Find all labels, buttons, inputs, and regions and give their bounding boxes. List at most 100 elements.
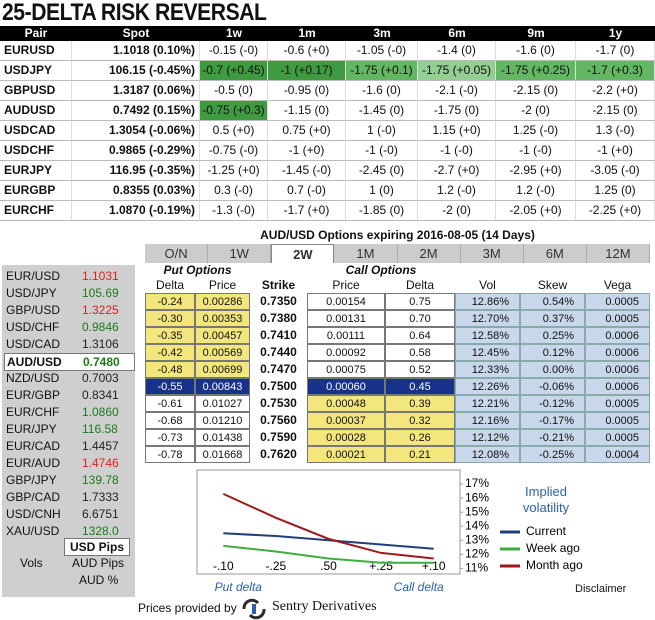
table-cell: 0.7 (-0) bbox=[268, 181, 346, 201]
pair-item[interactable]: GBP/CAD 1.7333 bbox=[4, 489, 133, 505]
option-cell: 12.16% bbox=[455, 412, 520, 429]
pair-item[interactable]: EUR/USD 1.1031 bbox=[4, 268, 133, 284]
option-cell: 0.00111 bbox=[307, 327, 385, 344]
option-cell: 0.75 bbox=[385, 293, 455, 310]
option-cell: -0.30 bbox=[145, 310, 195, 327]
pair-label: AUD/USD bbox=[7, 355, 62, 369]
table-cell: -1.3 (-0) bbox=[200, 201, 268, 221]
pair-item[interactable]: GBP/USD 1.3225 bbox=[4, 302, 133, 318]
pair-price: 0.8341 bbox=[82, 388, 119, 402]
table-cell: -1.75 (+0.25) bbox=[496, 61, 576, 81]
option-cell: 12.86% bbox=[455, 293, 520, 310]
y-tick-label: 16% bbox=[465, 490, 489, 504]
option-cell: 0.7560 bbox=[260, 413, 297, 427]
option-cell: 0.00569 bbox=[195, 344, 250, 361]
table-cell: -1.6 (0) bbox=[496, 41, 576, 61]
table-cell: -1 (+0) bbox=[576, 141, 655, 161]
table-cell: -1.85 (0) bbox=[346, 201, 418, 221]
pair-price: 1.3106 bbox=[82, 337, 119, 351]
table-cell: 1.3187 (0.06%) bbox=[72, 81, 200, 101]
table-cell: -2 (0) bbox=[418, 201, 496, 221]
title: 25-DELTA RISK REVERSAL bbox=[2, 0, 267, 26]
pair-item[interactable]: EUR/JPY 116.58 bbox=[4, 421, 133, 437]
table-cell: -0.75 (-0) bbox=[200, 141, 268, 161]
option-cell: -0.55 bbox=[145, 378, 195, 395]
column-header: Delta bbox=[155, 278, 184, 292]
option-cell: 0.0005 bbox=[585, 429, 650, 446]
pair-label: XAU/USD bbox=[6, 524, 60, 538]
pair-item[interactable]: USD/CAD 1.3106 bbox=[4, 336, 133, 352]
tab[interactable]: 1W bbox=[208, 244, 272, 263]
table-cell: -1.7 (+0.3) bbox=[576, 61, 655, 81]
option-cell: -0.42 bbox=[145, 344, 195, 361]
tab[interactable]: 3M bbox=[461, 244, 524, 263]
option-cell: 0.54% bbox=[520, 293, 585, 310]
option-cell: -0.68 bbox=[145, 412, 195, 429]
option-cell: 0.7470 bbox=[260, 362, 297, 376]
pair-item[interactable]: EUR/CAD 1.4457 bbox=[4, 438, 133, 454]
pair-item[interactable]: GBP/JPY 139.78 bbox=[4, 472, 133, 488]
option-cell: 0.0005 bbox=[585, 412, 650, 429]
option-cell: 0.00092 bbox=[307, 344, 385, 361]
series-line bbox=[223, 544, 434, 564]
unit-option[interactable]: USD Pips bbox=[64, 538, 131, 556]
option-cell: 12.58% bbox=[455, 327, 520, 344]
pair-item[interactable]: EUR/AUD 1.4746 bbox=[4, 455, 133, 471]
option-cell: 0.00028 bbox=[307, 429, 385, 446]
pair-name: USDJPY bbox=[0, 61, 72, 81]
tab[interactable]: 1M bbox=[334, 244, 398, 263]
x-tick-label: -.25 bbox=[266, 559, 287, 573]
pair-price: 1.7333 bbox=[82, 490, 119, 504]
pair-label: NZD/USD bbox=[6, 371, 60, 385]
unit-option[interactable]: AUD % bbox=[79, 573, 119, 587]
option-cell: 0.00843 bbox=[195, 378, 250, 395]
table-cell: 106.15 (-0.45%) bbox=[72, 61, 200, 81]
pair-item[interactable]: EUR/CHF 1.0860 bbox=[4, 404, 133, 420]
option-cell: 12.21% bbox=[455, 395, 520, 412]
pair-item[interactable]: EUR/GBP 0.8341 bbox=[4, 387, 133, 403]
table-cell: -1.75 (+0.05) bbox=[418, 61, 496, 81]
option-cell: 0.00286 bbox=[195, 293, 250, 310]
legend-label: Current bbox=[526, 524, 567, 538]
tab[interactable]: 6M bbox=[524, 244, 587, 263]
pair-item[interactable]: USD/CNH 6.6751 bbox=[4, 506, 133, 522]
tab[interactable]: O/N bbox=[145, 244, 209, 263]
table-cell: -1.15 (0) bbox=[268, 101, 346, 121]
table-cell: 1 (-0) bbox=[346, 121, 418, 141]
unit-option[interactable]: AUD Pips bbox=[72, 556, 125, 570]
option-cell: 0.00154 bbox=[307, 293, 385, 310]
pair-name: EURUSD bbox=[0, 41, 72, 61]
pair-item[interactable]: USD/CHF 0.9846 bbox=[4, 319, 133, 335]
table-cell: -1 (-0) bbox=[418, 141, 496, 161]
option-cell: 0.26 bbox=[385, 429, 455, 446]
table-cell: -1.25 (+0) bbox=[200, 161, 268, 181]
table-cell: -1 (+0) bbox=[268, 141, 346, 161]
table-cell: -1.7 (+0) bbox=[268, 201, 346, 221]
pair-list: EUR/USD 1.1031 USD/JPY 105.69 GBP/USD 1.3225 U… bbox=[2, 265, 135, 597]
y-tick-label: 15% bbox=[465, 504, 489, 518]
pair-item[interactable]: USD/JPY 105.69 bbox=[4, 285, 133, 301]
x-axis-label: Call delta bbox=[394, 580, 444, 594]
pair-label: USD/CAD bbox=[6, 337, 61, 351]
option-cell: 12.33% bbox=[455, 361, 520, 378]
table-cell: 0.3 (-0) bbox=[200, 181, 268, 201]
option-cell: 12.45% bbox=[455, 344, 520, 361]
pair-label: GBP/USD bbox=[6, 303, 61, 317]
table-cell: -1.75 (+0.1) bbox=[346, 61, 418, 81]
column-header: 1y bbox=[576, 26, 655, 41]
pair-item[interactable]: XAU/USD 1328.0 bbox=[4, 523, 133, 539]
tab[interactable]: 12M bbox=[587, 244, 650, 263]
table-cell: 1.25 (-0) bbox=[496, 121, 576, 141]
group-header: Call Options bbox=[345, 263, 417, 277]
tab[interactable]: 2W bbox=[271, 244, 335, 263]
pair-item[interactable]: NZD/USD 0.7003 bbox=[4, 370, 133, 386]
tab[interactable]: 2M bbox=[398, 244, 461, 263]
table-cell: 1.1018 (0.10%) bbox=[72, 41, 200, 61]
table-cell: -1.6 (0) bbox=[346, 81, 418, 101]
pair-item[interactable]: AUD/USD 0.7480 bbox=[4, 353, 135, 371]
group-header: Put Options bbox=[163, 263, 232, 277]
disclaimer[interactable]: Disclaimer bbox=[575, 583, 627, 595]
option-cell: 0.0006 bbox=[585, 344, 650, 361]
option-cell: -0.12% bbox=[520, 395, 585, 412]
